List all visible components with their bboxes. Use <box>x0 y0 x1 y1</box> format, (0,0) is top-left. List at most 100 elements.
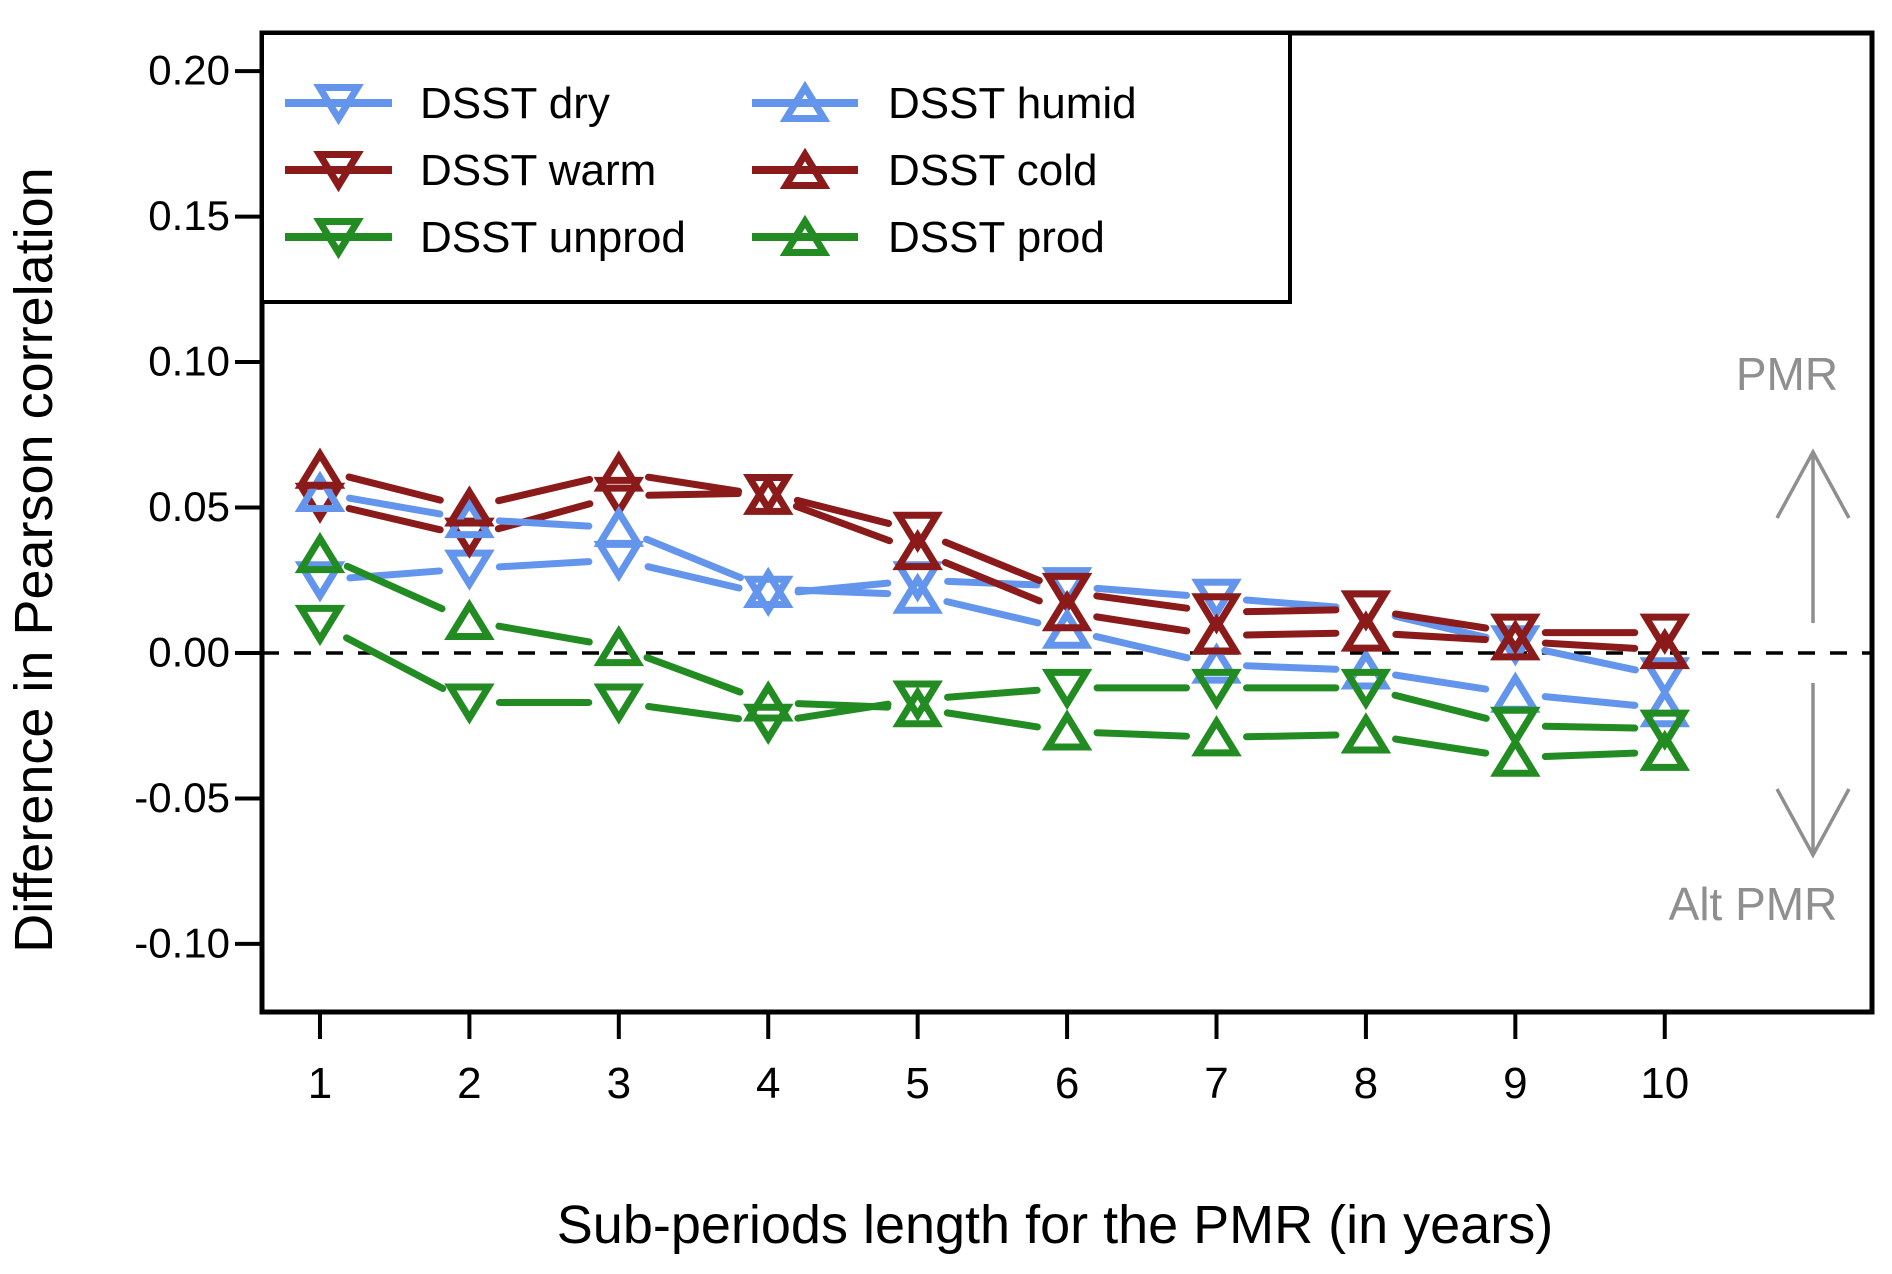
triangle-up-marker <box>1639 627 1691 670</box>
triangle-up-marker <box>1191 613 1242 655</box>
down-arrow-head <box>1775 788 1851 859</box>
triangle-up-marker <box>892 572 943 614</box>
triangle-up-marker <box>779 214 831 256</box>
series-dsst-warm <box>294 473 1691 655</box>
triangle-up-marker <box>779 80 831 122</box>
series-segment <box>1242 596 1340 611</box>
triangle-up-marker <box>1191 642 1242 684</box>
triangle-down-marker <box>1490 706 1541 748</box>
series-segment <box>1392 610 1490 632</box>
triangle-up-marker <box>593 624 645 667</box>
triangle-up-marker <box>1490 671 1541 713</box>
triangle-up-marker <box>1041 590 1093 632</box>
legend-label: DSST humid <box>888 79 1137 128</box>
alt-pmr-label: Alt PMR <box>1669 878 1838 930</box>
series-segment <box>644 473 743 495</box>
series-segment <box>941 559 1043 605</box>
series-segment <box>1242 731 1340 741</box>
triangle-up-marker <box>1490 735 1541 777</box>
triangle-down-marker <box>294 561 346 603</box>
triangle-up-marker <box>444 598 495 640</box>
series-dsst-humid <box>294 470 1691 728</box>
legend-item-dsst-dry: DSST dry <box>285 79 610 128</box>
triangle-down-marker <box>1041 668 1093 711</box>
series-segment <box>794 586 892 598</box>
down-arrow-icon <box>1775 683 1851 859</box>
pmr-label: PMR <box>1736 348 1838 400</box>
triangle-down-marker <box>313 218 364 260</box>
triangle-down-marker <box>1639 709 1691 751</box>
series-segment <box>346 494 444 518</box>
triangle-down-marker <box>593 683 645 725</box>
series-segment <box>495 622 593 646</box>
pmr-annotations: PMR Alt PMR <box>1669 348 1851 930</box>
triangle-up-marker <box>892 528 943 571</box>
series-segment <box>944 686 1041 701</box>
triangle-up-marker <box>1041 709 1093 751</box>
x-tick-label: 10 <box>1640 1059 1689 1108</box>
series-segment <box>1093 613 1191 635</box>
triangle-down-marker <box>313 151 364 193</box>
triangle-up-marker <box>444 496 495 539</box>
series-segment <box>1541 722 1639 732</box>
legend-item-dsst-cold: DSST cold <box>752 146 1098 195</box>
series-segment <box>643 535 744 582</box>
x-tick-label: 8 <box>1354 1059 1378 1108</box>
legend: DSST dry DSST warm DSST unprod DSST humid DS… <box>260 31 1292 304</box>
up-arrow-icon <box>1775 448 1851 623</box>
series-segment <box>1391 691 1490 722</box>
x-tick-label: 4 <box>756 1059 780 1108</box>
triangle-down-marker <box>593 540 645 583</box>
series-segment <box>941 538 1043 585</box>
legend-label: DSST warm <box>420 146 656 195</box>
triangle-down-marker <box>294 604 346 647</box>
triangle-up-marker <box>593 505 645 547</box>
y-tick-label: -0.10 <box>134 920 230 967</box>
series-segment <box>343 634 447 692</box>
series-segment <box>1392 630 1489 644</box>
legend-label: DSST prod <box>888 213 1105 262</box>
series-segment <box>1093 584 1191 599</box>
legend-item-dsst-humid: DSST humid <box>752 79 1137 128</box>
triangle-up-marker <box>294 447 346 489</box>
series-segment <box>1541 749 1639 761</box>
triangle-up-marker <box>1639 729 1691 771</box>
x-tick-label: 3 <box>607 1059 631 1108</box>
triangle-down-marker <box>1191 668 1242 711</box>
triangle-down-marker <box>313 84 364 126</box>
legend-item-dsst-unprod: DSST unprod <box>285 213 686 262</box>
series-segment <box>644 563 743 592</box>
triangle-up-marker <box>593 450 645 492</box>
triangle-up-marker <box>1191 715 1242 757</box>
legend-item-dsst-warm: DSST warm <box>285 146 656 195</box>
triangle-down-marker <box>892 680 943 722</box>
series-segment <box>1092 633 1191 662</box>
series-segment <box>1242 662 1340 673</box>
series-segment <box>1242 629 1340 639</box>
x-tick-label: 2 <box>457 1059 481 1108</box>
legend-label: DSST cold <box>888 146 1098 195</box>
series-segment <box>345 473 444 504</box>
triangle-down-marker <box>593 476 645 519</box>
up-arrow-head <box>1775 448 1851 519</box>
x-axis: 1 2 3 4 5 6 7 8 9 10 <box>308 1012 1689 1108</box>
series-segment <box>645 702 743 723</box>
x-axis-title: Sub-periods length for the PMR (in years… <box>557 1195 1553 1255</box>
series-segment <box>495 475 594 505</box>
triangle-down-marker <box>1490 613 1541 655</box>
y-axis-title: Difference in Pearson correlation <box>4 167 64 952</box>
series-segment <box>495 558 593 571</box>
series-segment <box>645 490 742 499</box>
series-dsst-cold <box>294 447 1691 670</box>
x-tick-label: 5 <box>905 1059 929 1108</box>
series-segment <box>794 700 892 711</box>
y-tick-label: 0.00 <box>148 629 230 676</box>
series-segment <box>1093 592 1191 612</box>
series-segment <box>1541 647 1639 674</box>
series-dsst-dry <box>294 540 1691 699</box>
triangle-down-marker <box>1340 668 1392 711</box>
triangle-up-marker <box>742 473 794 515</box>
series-segment <box>943 598 1042 627</box>
triangle-up-marker <box>742 680 794 722</box>
